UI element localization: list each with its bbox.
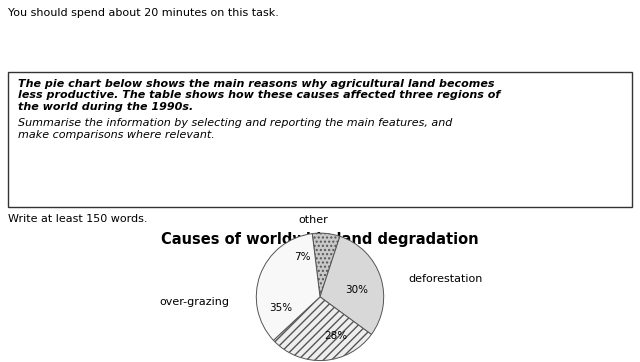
Text: 30%: 30% xyxy=(346,286,369,295)
Text: deforestation: deforestation xyxy=(408,274,483,284)
Text: 28%: 28% xyxy=(324,331,348,341)
Wedge shape xyxy=(273,297,371,361)
Wedge shape xyxy=(312,233,340,297)
Text: You should spend about 20 minutes on this task.: You should spend about 20 minutes on thi… xyxy=(8,8,279,18)
Text: make comparisons where relevant.: make comparisons where relevant. xyxy=(18,130,215,140)
Wedge shape xyxy=(320,236,384,334)
Text: Summarise the information by selecting and reporting the main features, and: Summarise the information by selecting a… xyxy=(18,118,452,129)
Text: over-grazing: over-grazing xyxy=(159,297,230,307)
Text: Write at least 150 words.: Write at least 150 words. xyxy=(8,214,147,224)
Text: other: other xyxy=(299,215,328,226)
Text: the world during the 1990s.: the world during the 1990s. xyxy=(18,102,193,112)
Text: The pie chart below shows the main reasons why agricultural land becomes: The pie chart below shows the main reaso… xyxy=(18,79,495,89)
Text: 35%: 35% xyxy=(269,303,292,313)
Text: 7%: 7% xyxy=(294,252,310,262)
Text: Causes of worldwide land degradation: Causes of worldwide land degradation xyxy=(161,232,479,247)
Text: less productive. The table shows how these causes affected three regions of: less productive. The table shows how the… xyxy=(18,90,500,101)
Wedge shape xyxy=(256,233,320,340)
FancyBboxPatch shape xyxy=(8,72,632,207)
